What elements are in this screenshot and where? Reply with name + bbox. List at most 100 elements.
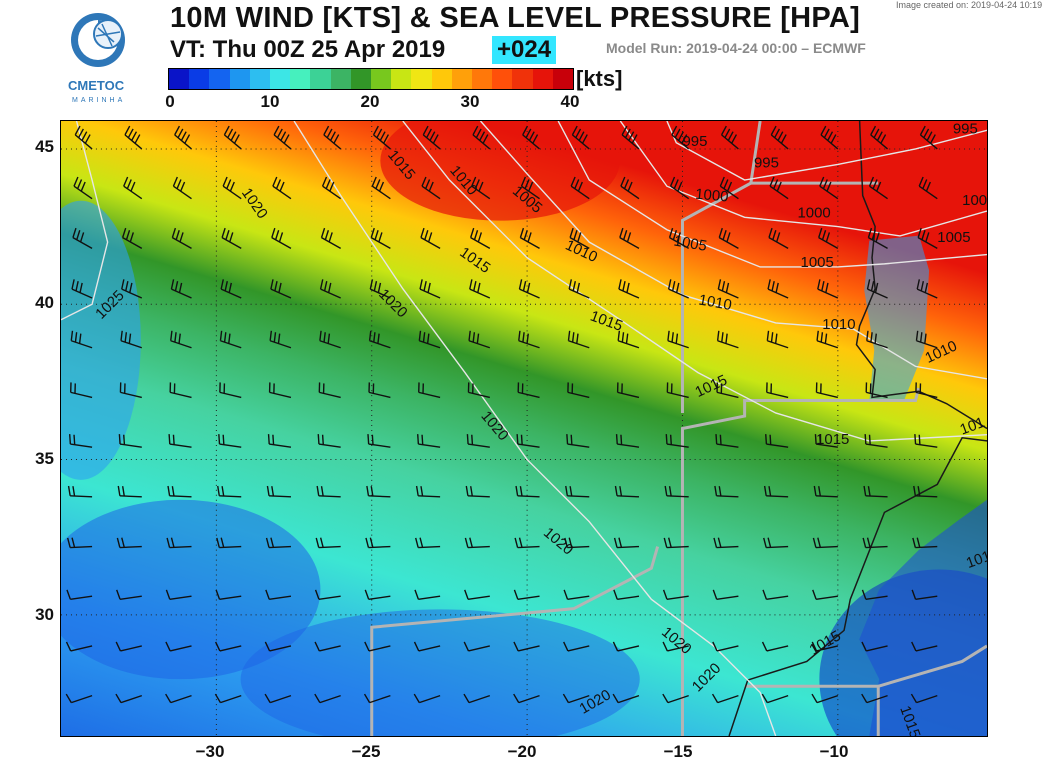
barb-staff [865, 495, 888, 498]
barb-flag [664, 485, 668, 496]
wind-barb [215, 641, 242, 652]
barb-staff [71, 694, 93, 704]
barb-flag [921, 230, 926, 240]
wind-barb [513, 641, 540, 652]
barb-flag [917, 486, 921, 497]
barb-staff [517, 545, 540, 549]
barb-staff [518, 694, 540, 704]
barb-staff [467, 495, 490, 498]
barb-flag [870, 332, 873, 343]
wind-barb [320, 227, 342, 249]
colorbar-swatch [249, 69, 271, 89]
barb-staff [421, 185, 441, 200]
barb-flag [827, 131, 834, 141]
barb-flag [371, 434, 374, 445]
barb-staff [519, 288, 540, 299]
barb-flag [513, 589, 519, 600]
barb-staff [867, 288, 888, 299]
barb-staff [517, 443, 540, 448]
wind-barb [165, 641, 192, 652]
barb-flag [761, 641, 768, 652]
barb-staff [517, 595, 540, 600]
barb-flag [617, 330, 621, 341]
coastline [728, 437, 987, 736]
barb-staff [766, 595, 789, 600]
barb-flag [914, 434, 917, 445]
wind-barb [314, 693, 341, 704]
barb-flag [526, 282, 531, 293]
barb-flag [79, 232, 85, 243]
barb-flag [465, 485, 469, 496]
barb-staff [368, 391, 391, 399]
colorbar-tick: 10 [260, 92, 280, 111]
colorbar-swatch [391, 69, 412, 89]
barb-staff [915, 495, 938, 498]
wind-barb [463, 693, 491, 704]
barb-flag [178, 282, 183, 293]
barb-staff [766, 391, 789, 399]
barb-staff [268, 545, 291, 549]
barb-flag [767, 279, 771, 290]
barb-flag [722, 230, 727, 240]
barb-flag [223, 125, 230, 136]
barb-flag [769, 176, 775, 187]
barb-flag [325, 179, 331, 189]
barb-flag [220, 279, 224, 290]
barb-flag [375, 179, 381, 189]
barb-flag [424, 230, 429, 240]
wind-barb [369, 279, 391, 299]
wind-barb [116, 589, 142, 600]
wind-barb [472, 125, 491, 150]
barb-flag [383, 134, 389, 144]
barb-flag [622, 230, 628, 240]
barb-staff [716, 545, 739, 549]
wind-barb [417, 434, 441, 448]
wind-barb [415, 537, 441, 549]
barb-flag [667, 279, 672, 290]
isobar-label: 1000 [962, 192, 988, 209]
barb-flag [215, 589, 221, 600]
wind-barb [564, 537, 590, 549]
barb-flag [479, 131, 486, 141]
barb-flag [74, 332, 78, 343]
barb-flag [864, 434, 867, 445]
isobar-label: 1005 [672, 232, 708, 255]
barb-flag [669, 176, 676, 187]
barb-flag [277, 333, 281, 344]
wind-barb [514, 537, 540, 549]
barb-flag [184, 134, 191, 144]
barb-staff [219, 545, 242, 549]
barb-flag [772, 230, 777, 240]
barb-flag [813, 485, 817, 496]
wind-barb [819, 176, 839, 200]
barb-flag [765, 434, 768, 445]
wind-barb [72, 227, 93, 249]
barb-flag [174, 281, 179, 292]
barb-flag [323, 125, 330, 136]
barb-flag [920, 281, 925, 292]
barb-staff [369, 694, 391, 704]
barb-staff [816, 443, 838, 448]
barb-staff [120, 645, 142, 652]
wind-barb [165, 693, 192, 704]
barb-flag [926, 131, 933, 141]
wind-barb [420, 227, 441, 249]
wind-barb [768, 227, 789, 249]
barb-staff [119, 495, 142, 498]
wind-barb [318, 382, 341, 399]
barb-staff [419, 340, 441, 349]
barb-flag [528, 131, 535, 141]
barb-flag [68, 434, 72, 445]
barb-flag [819, 434, 822, 445]
barb-flag [563, 641, 569, 652]
barb-staff [718, 236, 739, 249]
barb-flag [868, 176, 875, 187]
barb-staff [220, 288, 242, 299]
colorbar-swatch [411, 69, 432, 89]
barb-staff [667, 391, 689, 399]
barb-staff [319, 391, 341, 399]
wind-barb [367, 434, 391, 448]
barb-staff [816, 340, 839, 349]
barb-flag [614, 485, 618, 496]
